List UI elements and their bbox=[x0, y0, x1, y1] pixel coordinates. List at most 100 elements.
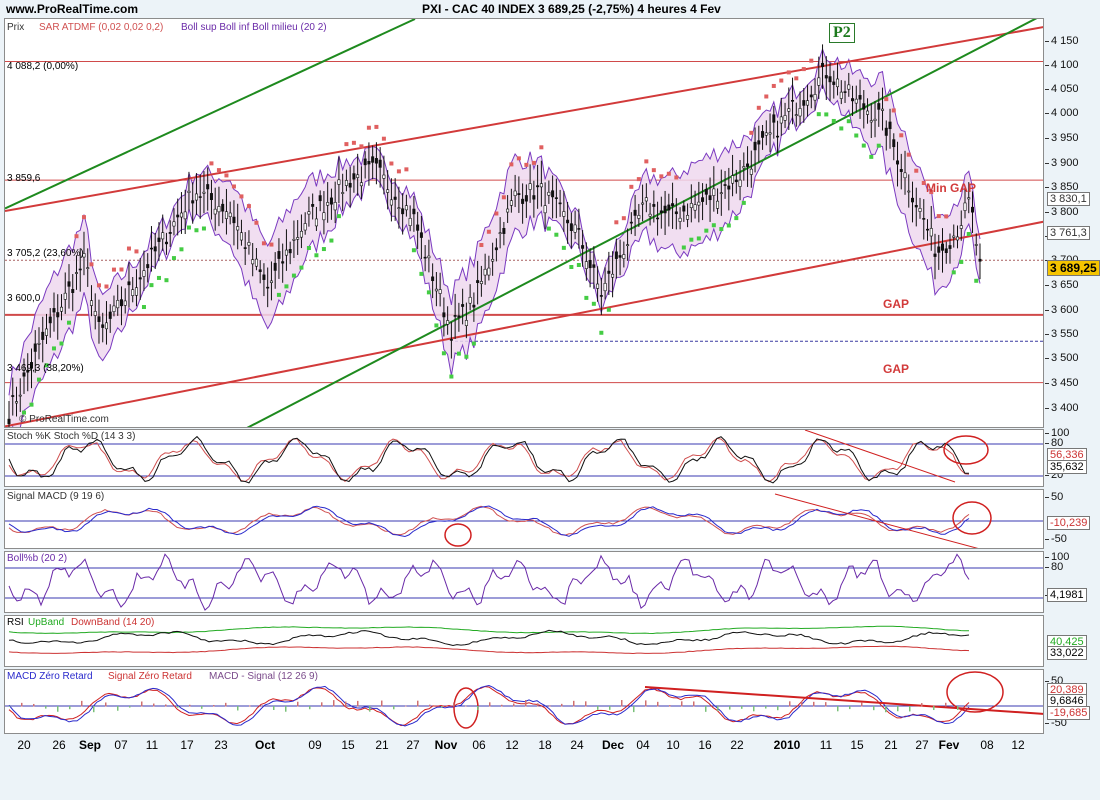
candlestick-body bbox=[682, 205, 686, 212]
candlestick-body bbox=[292, 238, 296, 241]
candlestick-body bbox=[269, 280, 273, 283]
candlestick-body bbox=[344, 180, 348, 186]
candlestick-body bbox=[941, 243, 945, 251]
macd-histogram-bar bbox=[513, 703, 515, 707]
stoch-legend: Stoch %K Stoch %D (14 3 3) bbox=[7, 431, 136, 442]
sar-dot bbox=[914, 168, 919, 173]
candlestick-body bbox=[434, 288, 438, 292]
sar-dot bbox=[179, 247, 184, 252]
candlestick-body bbox=[498, 232, 502, 235]
candlestick-body bbox=[824, 75, 828, 79]
candlestick-body bbox=[419, 232, 423, 238]
sar-dot bbox=[599, 330, 604, 335]
candlestick-body bbox=[239, 232, 243, 241]
stoch-d-line bbox=[8, 437, 970, 483]
candlestick-body bbox=[697, 201, 701, 206]
candlestick-body bbox=[723, 184, 727, 186]
candlestick-body bbox=[749, 168, 753, 175]
y-tick: 4 050 bbox=[1045, 83, 1079, 95]
y-tick: 3 900 bbox=[1045, 157, 1079, 169]
rsi-downband-legend: DownBand (14 20) bbox=[71, 617, 155, 628]
macd-histogram-bar bbox=[141, 701, 143, 707]
highlight-circle bbox=[453, 687, 479, 729]
candlestick-body bbox=[168, 232, 172, 234]
macd-histogram-bar bbox=[165, 704, 167, 707]
macd-histogram-bar bbox=[645, 700, 647, 707]
sar-dot bbox=[824, 112, 829, 117]
macd-histogram-bar bbox=[681, 701, 683, 707]
bollb-line bbox=[8, 553, 970, 611]
trend-line-lower bbox=[5, 220, 1043, 427]
candlestick-body bbox=[326, 202, 330, 206]
candlestick-body bbox=[112, 305, 116, 312]
macd-histogram-bar bbox=[957, 706, 959, 711]
candlestick-body bbox=[416, 224, 420, 231]
macd-histogram-bar bbox=[369, 706, 371, 712]
sar-dot bbox=[644, 159, 649, 164]
candlestick-body bbox=[881, 108, 885, 111]
bollinger-lower-line bbox=[12, 82, 981, 427]
sar-dot bbox=[951, 270, 956, 275]
candlestick-body bbox=[221, 203, 225, 212]
sar-dot bbox=[59, 341, 64, 346]
price-tag-upper: 3 830,1 bbox=[1047, 192, 1090, 206]
macd-histogram-bar bbox=[189, 704, 191, 707]
sar-dot bbox=[726, 223, 731, 228]
candlestick-body bbox=[172, 221, 176, 227]
macd-histogram-bar bbox=[237, 706, 239, 711]
sar-dot bbox=[794, 76, 799, 81]
candlestick-body bbox=[341, 192, 345, 194]
macd-histogram-bar bbox=[345, 701, 347, 707]
candlestick-body bbox=[648, 213, 652, 217]
candlestick-body bbox=[641, 202, 645, 205]
candlestick-body bbox=[412, 208, 416, 215]
candlestick-body bbox=[14, 401, 18, 404]
x-tick-label: Fev bbox=[938, 738, 960, 752]
candlestick-body bbox=[828, 76, 832, 83]
sar-dot bbox=[861, 143, 866, 148]
stoch-k-line bbox=[8, 435, 970, 484]
sar-dot bbox=[756, 105, 761, 110]
sar-dot bbox=[569, 265, 574, 270]
candlestick-body bbox=[29, 362, 33, 369]
x-tick-label: 15 bbox=[341, 738, 355, 752]
sar-dot bbox=[554, 232, 559, 237]
highlight-circle bbox=[444, 523, 472, 547]
candlestick-body bbox=[629, 221, 633, 224]
trend-line bbox=[804, 430, 956, 483]
candlestick-body bbox=[866, 110, 870, 115]
macd-histogram-bar bbox=[849, 706, 851, 710]
green-trend-line-1 bbox=[5, 19, 416, 210]
macd-histogram-bar bbox=[297, 701, 299, 707]
candlestick-body bbox=[93, 311, 97, 316]
macd-histogram-bar bbox=[861, 702, 863, 707]
macd-histogram-bar bbox=[81, 700, 83, 707]
candlestick-body bbox=[817, 77, 821, 86]
macd-histogram-bar bbox=[933, 706, 935, 711]
x-tick-label: 15 bbox=[850, 738, 864, 752]
candlestick-body bbox=[236, 226, 240, 231]
gap-label-1: GAP bbox=[883, 297, 910, 311]
sar-dot bbox=[261, 241, 266, 246]
y-tick: -50 bbox=[1045, 717, 1067, 729]
candlestick-body bbox=[547, 191, 551, 196]
macd-histogram-bar bbox=[657, 701, 659, 707]
candlestick-body bbox=[603, 283, 607, 292]
candlestick-body bbox=[607, 270, 611, 274]
y-tick: 3 650 bbox=[1045, 279, 1079, 291]
candlestick-body bbox=[539, 183, 543, 188]
sar-dot bbox=[764, 94, 769, 99]
macd-histogram-bar bbox=[273, 706, 275, 710]
macd-histogram-bar bbox=[801, 701, 803, 707]
sar-dot bbox=[666, 171, 671, 176]
candlestick-body bbox=[116, 300, 120, 309]
candlestick-body bbox=[149, 247, 153, 250]
sar-dot bbox=[629, 184, 634, 189]
stoch-tag-2: 35,632 bbox=[1047, 460, 1087, 474]
macd-histogram-bar bbox=[549, 705, 551, 707]
candlestick-body bbox=[232, 216, 236, 224]
sar-dot bbox=[89, 262, 94, 267]
sar-dot bbox=[636, 177, 641, 182]
candlestick-body bbox=[183, 211, 187, 220]
macd-histogram-bar bbox=[609, 706, 611, 710]
